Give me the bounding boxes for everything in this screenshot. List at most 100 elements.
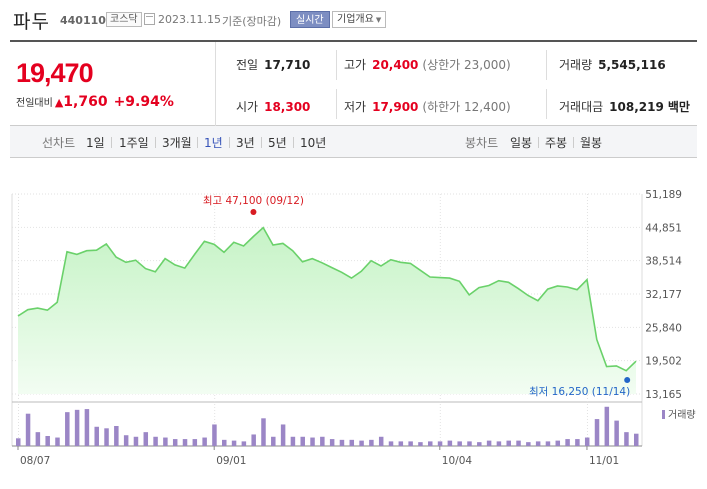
volume-bar — [25, 413, 31, 446]
divider — [546, 50, 547, 80]
volume-bar — [172, 439, 178, 446]
price-area-fill — [18, 227, 636, 394]
min-annotation: 최저 16,250 (11/14) — [529, 386, 630, 398]
high-price: 고가 20,400 (상한가 23,000) — [344, 56, 511, 73]
low-price: 저가 17,900 (하한가 12,400) — [344, 98, 511, 115]
volume-bar — [251, 434, 256, 446]
quote-summary: 19,470 전일대비 ▲1,760 +9.94% 전일 17,710 고가 20,40… — [10, 40, 697, 126]
volume-bar — [94, 426, 99, 446]
current-price: 19,470 — [16, 58, 94, 88]
tab-monthly[interactable]: 월봉 — [580, 136, 603, 150]
max-marker — [250, 209, 257, 215]
volume-bar — [310, 437, 315, 446]
volume-bar — [320, 436, 325, 446]
price-change: 전일대비 ▲1,760 +9.94% — [16, 94, 174, 110]
volume-bar — [565, 439, 570, 446]
volume-bar — [496, 441, 502, 446]
volume-bar — [447, 440, 453, 446]
divider — [336, 89, 337, 119]
amount-unit: 백만 — [667, 100, 690, 114]
volume-bar — [74, 409, 80, 446]
company-overview-label: 기업개요 — [337, 14, 374, 25]
x-tick-label: 11/01 — [589, 455, 619, 467]
volume-bar — [114, 426, 119, 446]
stock-name: 파두 — [13, 11, 50, 33]
volume-bar — [45, 436, 50, 446]
quote-basis: 기준(장마감) — [222, 15, 282, 28]
divider — [336, 50, 337, 80]
volume-bar — [398, 441, 404, 446]
y-tick-label: 44,851 — [645, 222, 682, 234]
volume-bar — [594, 419, 600, 446]
y-axis-labels: 51,189 44,851 38,514 32,177 25,840 19,502 13,1… — [645, 189, 682, 401]
open-price: 시가 18,300 — [236, 98, 310, 115]
volume-legend-label: 거래량 — [668, 409, 696, 421]
trade-amount: 거래대금 108,219 백만 — [559, 98, 690, 115]
divider — [197, 137, 198, 148]
price-chart[interactable]: 51,189 44,851 38,514 32,177 25,840 19,502 13,1… — [0, 160, 707, 485]
volume-bar — [271, 436, 276, 446]
volume-bar — [506, 440, 511, 446]
volume-bar — [104, 428, 109, 446]
candle-chart-label: 봉차트 — [465, 136, 499, 150]
volume-legend-swatch — [662, 410, 665, 419]
volume-bar — [428, 441, 433, 446]
amount-label: 거래대금 — [559, 100, 604, 114]
tab-5y[interactable]: 5년 — [268, 136, 287, 150]
volume-bar — [261, 418, 266, 446]
max-annotation: 최고 47,100 (09/12) — [203, 195, 304, 207]
volume-bar — [84, 409, 90, 446]
volume-bar — [545, 441, 551, 446]
volume-bar — [516, 440, 521, 446]
volume-bar — [212, 424, 217, 446]
x-tick-label: 08/07 — [20, 455, 50, 467]
quote-date: 2023.11.15 — [158, 13, 221, 26]
volume-bar — [437, 441, 443, 446]
chevron-down-icon: ▼ — [375, 16, 382, 24]
tab-3y[interactable]: 3년 — [236, 136, 255, 150]
y-tick-label: 51,189 — [645, 189, 682, 201]
volume-bar — [624, 432, 629, 446]
high-value: 20,400 — [372, 58, 419, 72]
market-badge: 코스닥 — [106, 12, 142, 27]
company-overview-button[interactable]: 기업개요 ▼ — [332, 11, 387, 28]
volume-bar — [153, 436, 158, 446]
volume-bar — [408, 441, 413, 446]
low-value: 17,900 — [372, 100, 419, 114]
volume-bar — [300, 436, 305, 446]
divider — [111, 137, 112, 148]
tab-1w[interactable]: 1주일 — [119, 136, 149, 150]
volume-bar — [163, 437, 168, 446]
volume-bar — [231, 440, 237, 446]
tab-1d[interactable]: 1일 — [86, 136, 105, 150]
volume-label: 거래량 — [559, 58, 593, 72]
low-label: 저가 — [344, 100, 367, 114]
tab-daily[interactable]: 일봉 — [510, 136, 533, 150]
volume-bar — [123, 435, 129, 446]
tab-1y[interactable]: 1년 — [204, 136, 223, 150]
volume-bar — [388, 441, 394, 446]
tab-10y[interactable]: 10년 — [300, 136, 327, 150]
volume-bar — [290, 436, 296, 446]
calendar-icon — [144, 13, 155, 25]
volume: 거래량 5,545,116 — [559, 56, 666, 73]
high-label: 고가 — [344, 58, 367, 72]
upper-limit: (상한가 23,000) — [422, 58, 511, 72]
volume-bar — [280, 424, 286, 446]
prev-close-label: 전일 — [236, 58, 259, 72]
price-line — [17, 226, 637, 372]
up-triangle-icon: ▲ — [54, 96, 64, 109]
y-tick-label: 32,177 — [645, 289, 682, 301]
amount-value: 108,219 — [609, 100, 664, 114]
volume-bar — [418, 442, 423, 446]
volume-bar — [634, 433, 639, 446]
volume-bar — [614, 420, 619, 446]
tab-weekly[interactable]: 주봉 — [545, 136, 568, 150]
tab-3m[interactable]: 3개월 — [162, 136, 192, 150]
volume-bar — [192, 439, 198, 446]
divider — [293, 137, 294, 148]
stock-header: 파두 440110 코스닥 2023.11.15 기준(장마감) 실시간 기업개… — [0, 0, 707, 40]
realtime-button[interactable]: 실시간 — [290, 11, 330, 28]
change-label: 전일대비 — [16, 98, 53, 109]
volume-bar — [584, 437, 590, 446]
